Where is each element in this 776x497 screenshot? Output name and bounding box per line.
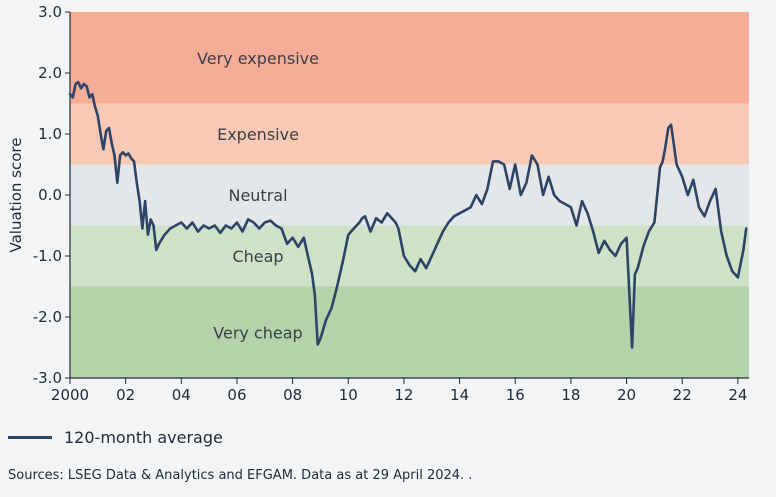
y-axis-label: Valuation score <box>7 138 25 253</box>
y-tick-label: -3.0 <box>33 369 62 387</box>
y-tick-label: 0.0 <box>38 186 62 204</box>
series-layer <box>68 80 748 349</box>
chart-plot: Very expensive Expensive Neutral Cheap Very … <box>7 3 749 404</box>
y-tick-label: 2.0 <box>38 64 62 82</box>
x-tick-label: 12 <box>394 386 413 404</box>
series-line-120-month-average <box>68 80 748 349</box>
y-tick-label: 3.0 <box>38 3 62 21</box>
x-tick-label: 16 <box>506 386 525 404</box>
x-tick-label: 02 <box>116 386 135 404</box>
x-tick-label: 10 <box>339 386 358 404</box>
band-very-expensive <box>70 12 749 104</box>
legend-label: 120-month average <box>64 428 223 447</box>
y-tick-label: 1.0 <box>38 125 62 143</box>
band-layer: Very expensive Expensive Neutral Cheap Very … <box>70 12 749 378</box>
x-tick-label: 20 <box>617 386 636 404</box>
band-label: Very cheap <box>213 323 302 342</box>
x-tick-label: 08 <box>283 386 302 404</box>
x-tick-label: 2000 <box>51 386 89 404</box>
x-tick-label: 24 <box>728 386 747 404</box>
y-tick-label: -1.0 <box>33 247 62 265</box>
legend: 120-month average <box>8 428 223 447</box>
band-expensive <box>70 103 749 165</box>
y-tick-label: -2.0 <box>33 308 62 326</box>
x-tick-label: 22 <box>673 386 692 404</box>
band-label: Expensive <box>217 125 299 144</box>
x-tick-label: 04 <box>172 386 191 404</box>
band-very-cheap <box>70 286 749 378</box>
legend-swatch-line <box>8 436 52 439</box>
x-tick-label: 18 <box>561 386 580 404</box>
band-label: Neutral <box>228 186 287 205</box>
x-tick-label: 06 <box>227 386 246 404</box>
band-label: Cheap <box>232 247 283 266</box>
band-label: Very expensive <box>197 49 319 68</box>
source-note: Sources: LSEG Data & Analytics and EFGAM… <box>8 468 473 483</box>
band-neutral <box>70 164 749 226</box>
x-tick-label: 14 <box>450 386 469 404</box>
